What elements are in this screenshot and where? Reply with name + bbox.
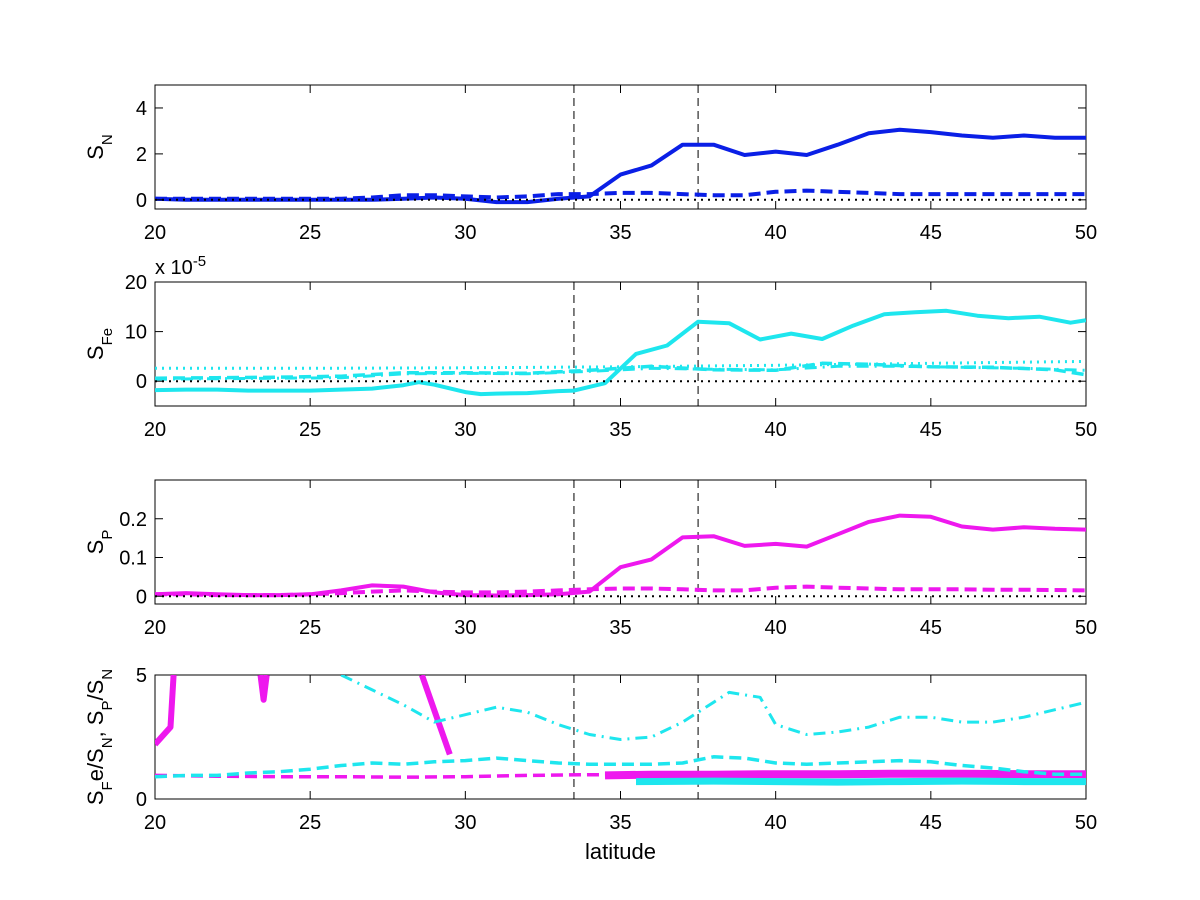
axes-frame <box>154 281 1087 407</box>
series-group <box>155 127 1086 205</box>
x-tick-label: 45 <box>920 812 942 834</box>
y-tick-label: 0 <box>136 371 147 393</box>
series-line-magenta-solid <box>155 513 1086 598</box>
x-tick-label: 40 <box>765 419 787 441</box>
x-tick-label: 45 <box>920 419 942 441</box>
x-tick-label: 50 <box>1075 222 1097 244</box>
y-axis-label: SN <box>83 134 116 160</box>
axes-frame <box>154 84 1087 210</box>
y-axis-label: SFe/SN, SP/SN <box>83 669 116 805</box>
x-tick-label: 50 <box>1075 812 1097 834</box>
series-line-magenta-dashed <box>155 772 1086 779</box>
y-tick-label: 0 <box>136 789 147 811</box>
series-group <box>155 675 1086 786</box>
y-exponent-label: x 10-5 <box>155 253 206 279</box>
series-line-magenta-solid <box>155 675 177 747</box>
series-line-cyan-solid <box>635 777 1086 786</box>
y-axis-label: SFe <box>83 328 116 360</box>
x-tick-label: 20 <box>144 617 166 639</box>
y-tick-label: 5 <box>136 665 147 687</box>
x-tick-label: 30 <box>454 419 476 441</box>
x-tick-label: 20 <box>144 812 166 834</box>
subplot-sfe: 20 25 30 35 40 45 50 0 10 20 x 10-5 SFe <box>83 253 1097 441</box>
series-line-blue-solid <box>155 127 1086 205</box>
series-line-cyan-dashed <box>155 755 1086 779</box>
x-tick-label: 35 <box>609 419 631 441</box>
series-line-cyan-dashdot <box>340 675 1086 741</box>
x-tick-label: 25 <box>299 419 321 441</box>
y-tick-label: 2 <box>136 144 147 166</box>
series-group <box>155 513 1086 598</box>
x-tick-label: 40 <box>765 812 787 834</box>
x-tick-label: 20 <box>144 222 166 244</box>
x-tick-label: 40 <box>765 617 787 639</box>
y-axis-label: SP <box>83 530 116 555</box>
y-tick-label: 10 <box>125 322 147 344</box>
series-line-magenta-solid <box>419 675 453 756</box>
x-tick-label: 25 <box>299 617 321 639</box>
y-tick-label: 0.2 <box>119 509 147 531</box>
series-group <box>155 308 1086 397</box>
x-tick-label: 50 <box>1075 617 1097 639</box>
series-line-cyan-solid <box>155 308 1086 397</box>
series-line-blue-dashed <box>155 188 1086 201</box>
series-line-magenta-solid <box>257 675 270 703</box>
y-tick-label: 0 <box>136 586 147 608</box>
x-tick-label: 25 <box>299 222 321 244</box>
x-tick-label: 30 <box>454 812 476 834</box>
x-tick-label: 40 <box>765 222 787 244</box>
x-tick-label: 35 <box>609 812 631 834</box>
x-axis-label: latitude <box>585 839 656 864</box>
y-tick-label: 20 <box>125 272 147 294</box>
x-tick-label: 45 <box>920 222 942 244</box>
series-line-cyan-dotted <box>155 359 1086 370</box>
x-tick-label: 20 <box>144 419 166 441</box>
x-tick-label: 35 <box>609 617 631 639</box>
x-tick-label: 30 <box>454 222 476 244</box>
x-tick-label: 45 <box>920 617 942 639</box>
series-line-magenta-dashed <box>155 584 1086 598</box>
x-tick-label: 50 <box>1075 419 1097 441</box>
subplot-sp: 20 25 30 35 40 45 50 0 0.1 0.2SP <box>83 479 1097 639</box>
y-tick-label: 0 <box>136 190 147 212</box>
subplot-sn: 20 25 30 35 40 45 50 0 2 4 SN <box>83 84 1097 244</box>
x-tick-label: 30 <box>454 617 476 639</box>
subplot-ratios: 20 25 30 35 40 45 50 0 5 SFe/SN, SP/SN latitude <box>83 665 1097 864</box>
y-tick-label: 0.1 <box>119 548 147 570</box>
y-tick-label: 4 <box>136 98 147 120</box>
axes-frame <box>154 479 1087 605</box>
x-tick-label: 35 <box>609 222 631 244</box>
x-tick-label: 25 <box>299 812 321 834</box>
